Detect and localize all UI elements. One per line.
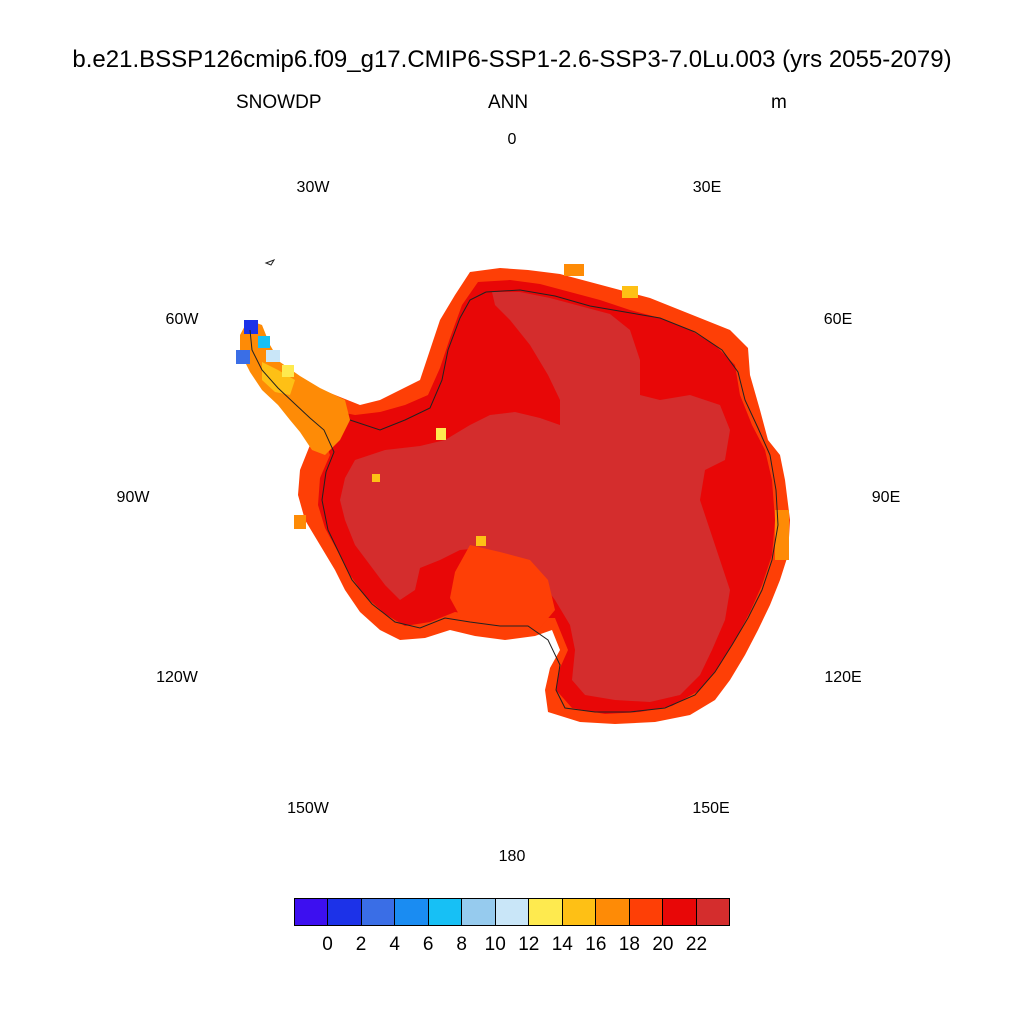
colorbar-tick-label: 10 [484, 934, 506, 955]
longitude-label-120w: 120W [156, 669, 198, 686]
longitude-label-30e: 30E [692, 179, 722, 196]
peninsula-yellow-cell [282, 365, 294, 377]
colorbar-swatch [495, 899, 530, 925]
colorbar-tick-label: 12 [518, 934, 540, 955]
coastal-cell [564, 264, 584, 276]
colorbar-swatch [428, 899, 463, 925]
interior-plateau [340, 292, 730, 702]
peninsula-cyan-cell [258, 336, 270, 348]
peninsula [240, 320, 350, 455]
coastline [249, 289, 779, 713]
ice-shelf-patch [450, 545, 555, 632]
colorbar-swatch [361, 899, 396, 925]
variable-label: SNOWDP [236, 92, 322, 113]
colorbar-swatch [328, 899, 362, 925]
coastal-cell [436, 428, 446, 440]
colorbar-tick-label: 6 [422, 934, 434, 955]
colorbar-tick-label: 18 [618, 934, 640, 955]
colorbar [294, 898, 730, 926]
colorbar-tick-label: 2 [355, 934, 367, 955]
longitude-label-120e: 120E [824, 669, 862, 686]
coastal-cell [294, 515, 306, 529]
colorbar-swatch [462, 899, 496, 925]
longitude-label-60e: 60E [823, 311, 853, 328]
colorbar-swatch [529, 899, 563, 925]
units-label: m [771, 92, 787, 113]
island-outline [264, 259, 276, 266]
main-title: b.e21.BSSP126cmip6.f09_g17.CMIP6-SSP1-2.… [72, 46, 952, 73]
peninsula-blue-cell [236, 350, 250, 364]
longitude-label-150e: 150E [692, 800, 730, 817]
season-label: ANN [488, 92, 529, 113]
coastal-cell [372, 474, 380, 482]
coastal-cell [476, 536, 486, 546]
colorbar-swatch [696, 899, 730, 925]
longitude-label-0: 0 [507, 131, 517, 148]
peninsula-lightblue-cell [266, 350, 280, 362]
peninsula-blue-cell [244, 320, 258, 334]
longitude-label-180: 180 [498, 848, 526, 865]
colorbar-tick-label: 16 [585, 934, 607, 955]
longitude-label-90e: 90E [871, 489, 901, 506]
colorbar-swatch [663, 899, 697, 925]
colorbar-tick-label: 0 [322, 934, 333, 955]
colorbar-tick-label: 22 [685, 934, 708, 955]
colorbar-swatch [295, 899, 329, 925]
colorbar-tick-label: 4 [389, 934, 400, 955]
colorbar-swatch [596, 899, 630, 925]
coastal-cell [775, 510, 789, 560]
colorbar-swatch [395, 899, 429, 925]
colorbar-swatch [629, 899, 664, 925]
colorbar-tick-label: 20 [652, 934, 674, 955]
longitude-label-60w: 60W [165, 311, 199, 328]
longitude-label-90w: 90W [116, 489, 150, 506]
colorbar-tick-label: 14 [551, 934, 573, 955]
longitude-label-30w: 30W [296, 179, 330, 196]
longitude-label-150w: 150W [287, 800, 329, 817]
colorbar-tick-label: 8 [456, 934, 467, 955]
peninsula-yellow [262, 362, 295, 395]
colorbar-swatch [562, 899, 597, 925]
coastal-cell [622, 286, 638, 298]
